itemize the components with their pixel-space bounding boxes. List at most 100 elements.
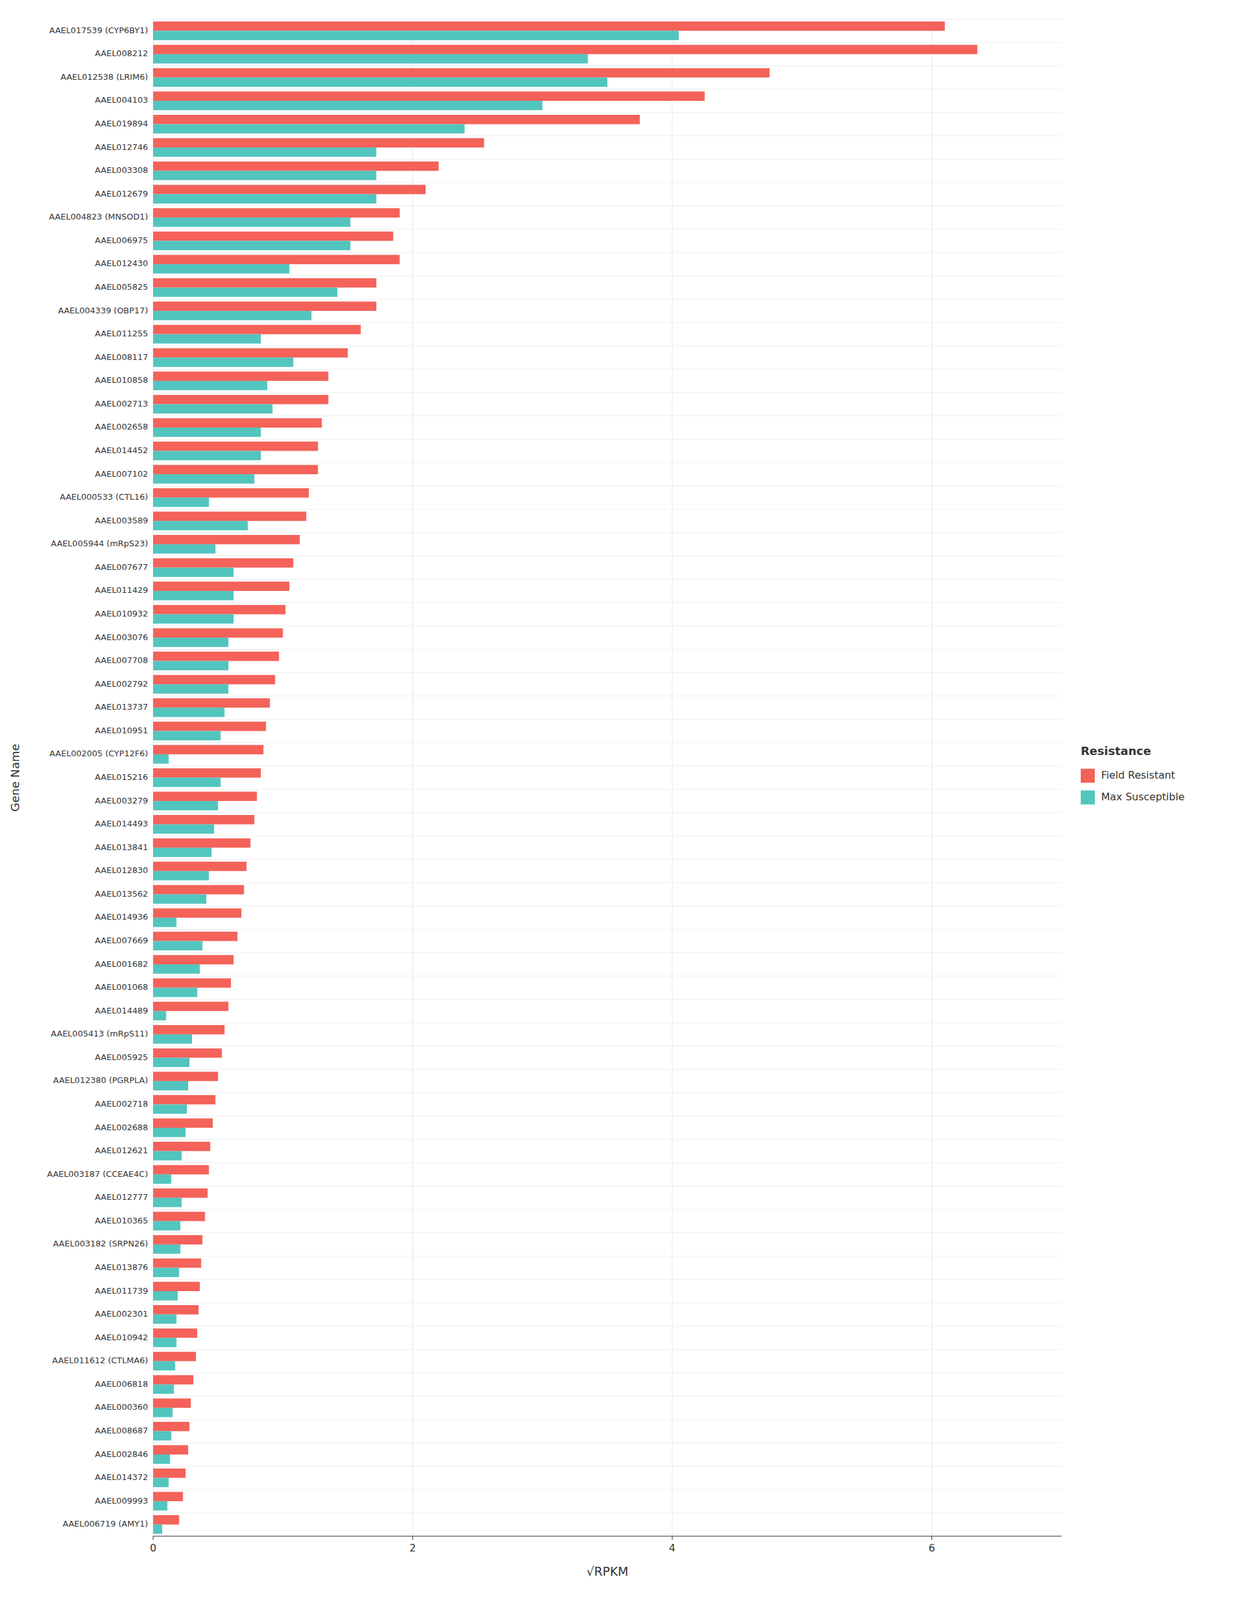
y-tick-label: AAEL003182 (SRPN26) <box>52 1238 149 1248</box>
bar: AAEL010858 — Max Susceptible: 0.88 <box>153 380 268 391</box>
bar: AAEL007102 — Field Resistant: 1.27 <box>153 464 318 475</box>
y-tick-label: AAEL001682 <box>95 958 149 969</box>
bar: AAEL014372 — Max Susceptible: 0.12 <box>153 1477 169 1488</box>
y-tick-label: AAEL002301 <box>95 1308 149 1319</box>
y-tick-label: AAEL002792 <box>95 678 149 689</box>
bar: AAEL011255 — Field Resistant: 1.6 <box>153 324 361 335</box>
bar: AAEL007669 — Max Susceptible: 0.38 <box>153 940 203 950</box>
bar: AAEL002792 — Max Susceptible: 0.58 <box>153 683 229 694</box>
bar: AAEL005825 — Field Resistant: 1.72 <box>153 278 377 288</box>
y-tick-label: AAEL002713 <box>95 398 149 409</box>
bar: AAEL002301 — Field Resistant: 0.35 <box>153 1304 199 1315</box>
x-axis-line <box>153 1535 1062 1537</box>
bar: AAEL000533 (CTL16) — Max Susceptible: 0.… <box>153 497 209 508</box>
bar: AAEL014936 — Max Susceptible: 0.18 <box>153 917 177 927</box>
group-separator <box>153 1488 1062 1490</box>
group-separator <box>153 1395 1062 1396</box>
group-separator <box>153 1418 1062 1420</box>
bar: AAEL005925 — Max Susceptible: 0.28 <box>153 1057 190 1067</box>
group-separator <box>153 345 1062 346</box>
y-tick-label: AAEL003308 <box>95 165 149 175</box>
bar: AAEL003182 (SRPN26) — Max Susceptible: 0… <box>153 1244 181 1254</box>
group-separator <box>153 298 1062 300</box>
bar: AAEL004823 (MNSOD1) — Field Resistant: 1… <box>153 207 401 218</box>
group-separator <box>153 882 1062 883</box>
bar: AAEL002301 — Max Susceptible: 0.18 <box>153 1314 177 1324</box>
bar: AAEL005944 (mRpS23) — Max Susceptible: 0… <box>153 544 216 554</box>
group-separator <box>153 1535 1062 1537</box>
y-tick-label: AAEL011429 <box>95 585 149 595</box>
x-tick-label: 2 <box>409 1541 416 1554</box>
y-tick-label: AAEL005944 (mRpS23) <box>51 538 149 549</box>
y-tick-label: AAEL004823 (MNSOD1) <box>49 211 149 222</box>
group-separator <box>153 812 1062 813</box>
chart: AAEL017539 (CYP6BY1) — Field Resistant: … <box>0 0 1253 1600</box>
x-tick-label: 6 <box>928 1541 935 1554</box>
bar: AAEL013737 — Field Resistant: 0.9 <box>153 697 270 708</box>
y-tick-label: AAEL000360 <box>95 1401 149 1412</box>
group-separator <box>153 438 1062 440</box>
bar: AAEL002718 — Field Resistant: 0.48 <box>153 1094 216 1105</box>
group-separator <box>153 671 1062 673</box>
y-tick-label: AAEL003076 <box>95 632 149 642</box>
y-tick-label: AAEL012538 (LRIM6) <box>60 72 149 82</box>
bar: AAEL005413 (mRpS11) — Field Resistant: 0… <box>153 1024 225 1035</box>
group-separator <box>153 415 1062 416</box>
group-separator <box>153 719 1062 720</box>
bar: AAEL013876 — Max Susceptible: 0.2 <box>153 1267 180 1277</box>
bar: AAEL011612 (CTLMA6) — Max Susceptible: 0… <box>153 1360 176 1371</box>
bar: AAEL011429 — Field Resistant: 1.05 <box>153 581 290 591</box>
bar: AAEL017539 (CYP6BY1) — Max Susceptible: … <box>153 30 679 41</box>
grid-line <box>931 19 933 1536</box>
bar: AAEL005413 (mRpS11) — Max Susceptible: 0… <box>153 1034 193 1044</box>
group-separator <box>153 205 1062 207</box>
bars: AAEL017539 (CYP6BY1) — Field Resistant: … <box>153 21 978 1534</box>
group-separator <box>153 65 1062 67</box>
group-separator <box>153 998 1062 1000</box>
y-tick-label: AAEL002005 (CYP12F6) <box>49 748 149 758</box>
bar: AAEL011255 — Max Susceptible: 0.83 <box>153 334 261 344</box>
group-separator <box>153 88 1062 90</box>
x-tick <box>671 1535 673 1540</box>
bar: AAEL013562 — Max Susceptible: 0.41 <box>153 893 207 904</box>
bar: AAEL001682 — Field Resistant: 0.62 <box>153 954 234 964</box>
bar: AAEL012538 (LRIM6) — Max Susceptible: 3.… <box>153 77 608 87</box>
group-separator <box>153 1185 1062 1187</box>
y-tick-label: AAEL014493 <box>95 818 149 829</box>
y-tick-label: AAEL006719 (AMY1) <box>62 1518 149 1528</box>
legend-swatch <box>1080 768 1095 783</box>
bar: AAEL007708 — Max Susceptible: 0.58 <box>153 660 229 671</box>
bar: AAEL006719 (AMY1) — Max Susceptible: 0.0… <box>153 1524 163 1534</box>
bar: AAEL012621 — Max Susceptible: 0.22 <box>153 1150 182 1161</box>
y-tick-label: AAEL012830 <box>95 865 149 875</box>
bar: AAEL010942 — Max Susceptible: 0.18 <box>153 1337 177 1347</box>
bar: AAEL017539 (CYP6BY1) — Field Resistant: … <box>153 21 945 32</box>
group-separator <box>153 1068 1062 1070</box>
y-tick-label: AAEL010942 <box>95 1332 149 1342</box>
y-tick-label: AAEL005825 <box>95 281 149 292</box>
y-tick-label: AAEL001068 <box>95 981 149 992</box>
bar: AAEL002005 (CYP12F6) — Field Resistant: … <box>153 744 264 755</box>
bar: AAEL015216 — Field Resistant: 0.83 <box>153 768 261 778</box>
group-separator <box>153 625 1062 626</box>
y-tick-label: AAEL010932 <box>95 608 149 619</box>
bar: AAEL003187 (CCEAE4C) — Field Resistant: … <box>153 1164 209 1175</box>
y-tick-label: AAEL002846 <box>95 1448 149 1459</box>
y-tick-label: AAEL012746 <box>95 142 149 152</box>
x-axis: 0246√RPKM <box>149 1535 1062 1578</box>
bar: AAEL006818 — Field Resistant: 0.31 <box>153 1374 194 1385</box>
group-separator <box>153 1302 1062 1303</box>
group-separator <box>153 532 1062 533</box>
group-separator <box>153 905 1062 906</box>
y-tick-label: AAEL002688 <box>95 1122 149 1132</box>
group-separator <box>153 19 1062 20</box>
bar: AAEL004103 — Field Resistant: 4.25 <box>153 91 705 101</box>
group-separator <box>153 1161 1062 1163</box>
bar: AAEL012777 — Field Resistant: 0.42 <box>153 1187 208 1198</box>
y-tick-label: AAEL019894 <box>95 118 149 129</box>
bar: AAEL012830 — Field Resistant: 0.72 <box>153 861 247 871</box>
bar: AAEL005825 — Max Susceptible: 1.42 <box>153 287 338 298</box>
group-separator <box>153 181 1062 183</box>
group-separator <box>153 835 1062 836</box>
bar: AAEL004339 (OBP17) — Max Susceptible: 1.… <box>153 310 312 321</box>
